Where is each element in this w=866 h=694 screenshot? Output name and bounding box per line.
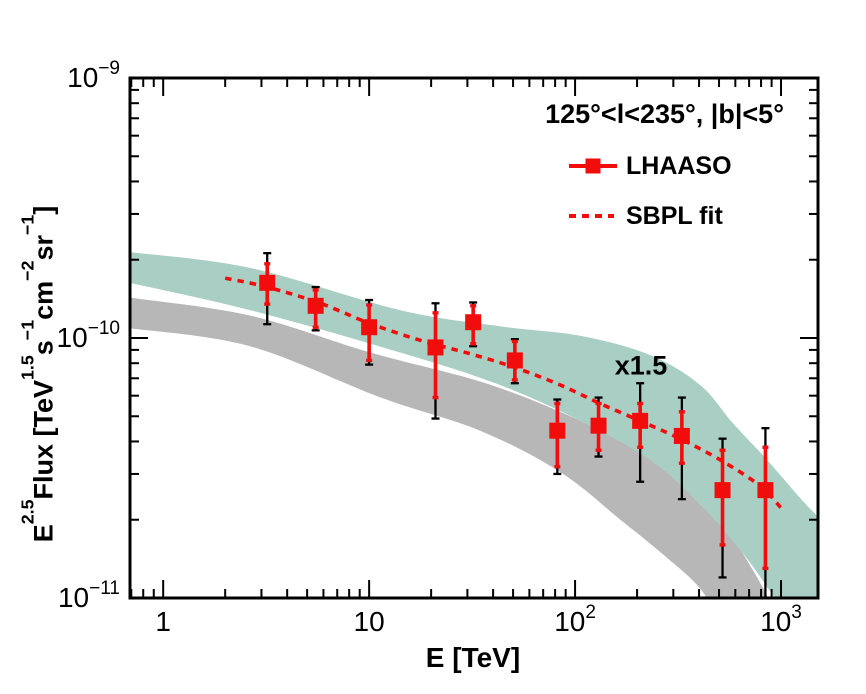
data-point-marker — [673, 427, 690, 444]
legend-label-sbpl: SBPL fit — [626, 201, 723, 230]
tick-label: 102 — [554, 601, 596, 637]
lhaaso-square-icon — [585, 158, 601, 174]
y-axis-label: E2.5Flux [TeV1.5s−1cm−2sr−1] — [17, 205, 59, 543]
legend-label-lhaaso: LHAASO — [626, 151, 732, 180]
tick-label: 10 — [353, 606, 385, 637]
tick-label: 10−9 — [67, 57, 120, 93]
lhaaso-points — [259, 252, 774, 598]
data-point-marker — [465, 314, 482, 331]
legend-entry-sbpl: SBPL fit — [569, 201, 723, 231]
axis-ticks — [130, 77, 818, 599]
data-point-marker — [307, 297, 324, 314]
legend-entry-lhaaso: LHAASO — [569, 151, 732, 181]
tick-label: 10−11 — [57, 577, 120, 613]
data-point-marker — [506, 352, 523, 369]
tick-label: 1 — [155, 606, 171, 637]
sbpl-fit-line — [224, 276, 784, 511]
lhaaso-marker-icon — [569, 151, 617, 181]
sbpl-dotted-line-icon — [569, 214, 614, 218]
model-band-lower — [130, 297, 769, 598]
sbpl-marker-icon — [569, 201, 617, 231]
data-point-marker — [427, 339, 444, 356]
data-point-marker — [757, 482, 774, 499]
data-point-marker — [361, 319, 378, 336]
data-point-marker — [590, 417, 607, 434]
data-point-marker — [632, 412, 649, 429]
data-point-marker — [259, 274, 276, 291]
data-point-marker — [549, 422, 566, 439]
region-annotation: 125°<l<235°, |b|<5° — [545, 99, 784, 129]
tick-label: 103 — [760, 601, 802, 637]
data-point-marker — [714, 482, 731, 499]
scale-factor-annotation: x1.5 — [614, 350, 668, 381]
tick-label: 10−10 — [56, 317, 120, 353]
x-axis-label: E [TeV] — [425, 642, 521, 673]
